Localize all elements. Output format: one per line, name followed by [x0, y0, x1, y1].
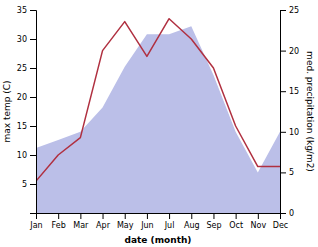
- tick: 5: [280, 168, 294, 177]
- tick-label: Mar: [73, 221, 89, 230]
- tick: Nov: [251, 213, 267, 230]
- tick: Jul: [164, 213, 175, 230]
- tick-label: Jan: [29, 221, 42, 230]
- tick-label: Aug: [184, 221, 200, 230]
- tick-label: 20: [17, 93, 27, 102]
- tick-label: 15: [17, 122, 27, 131]
- tick-label: 5: [22, 180, 27, 189]
- tick: Feb: [52, 213, 66, 230]
- tick-label: May: [117, 221, 134, 230]
- x-axis: Jan Feb Mar Apr May Jun Jul Aug Sep Oct Nov Dec: [29, 213, 288, 230]
- tick-label: 5: [289, 168, 294, 177]
- tick-mark: [213, 213, 214, 219]
- tick-mark: [103, 213, 104, 219]
- tick-mark: [30, 97, 36, 98]
- tick-label: 10: [17, 151, 27, 160]
- tick: 15: [280, 87, 299, 96]
- tick: 10: [17, 151, 36, 160]
- plot-area: Jan Feb Mar Apr May Jun Jul Aug Sep Oct Nov Dec 5 10 1…: [2, 6, 315, 245]
- axis-line: [30, 11, 37, 214]
- tick-mark: [30, 126, 36, 127]
- tick-label: 0: [289, 209, 294, 218]
- tick-label: 25: [289, 6, 299, 15]
- tick: Apr: [96, 213, 111, 230]
- tick-mark: [280, 172, 286, 173]
- tick: 0: [280, 209, 294, 218]
- axis-line: [281, 11, 287, 214]
- tick: Aug: [184, 213, 200, 230]
- y2-axis-title: med. precipitation (kg/m2): [305, 51, 315, 172]
- tick: Dec: [273, 213, 288, 230]
- tick: 25: [280, 6, 299, 15]
- y-axis-title: max temp (C): [2, 80, 12, 142]
- tick: 20: [280, 47, 299, 56]
- tick: 30: [17, 35, 36, 44]
- marks: [36, 19, 280, 213]
- tick: Mar: [73, 213, 89, 230]
- tick-label: 35: [17, 6, 27, 15]
- line: [36, 19, 280, 181]
- tick: 15: [17, 122, 36, 131]
- tick-label: Jun: [140, 221, 154, 230]
- tick-label: Sep: [206, 221, 221, 230]
- tick: Oct: [229, 213, 243, 230]
- tick-label: Jul: [164, 221, 175, 230]
- tick-mark: [30, 39, 36, 40]
- tick-mark: [30, 184, 36, 185]
- tick-mark: [30, 10, 36, 11]
- tick-mark: [280, 132, 286, 133]
- tick-mark: [30, 68, 36, 69]
- tick-label: Feb: [52, 221, 66, 230]
- area: [36, 26, 280, 213]
- tick-label: Nov: [251, 221, 267, 230]
- tick: 35: [17, 6, 36, 15]
- tick-label: 15: [289, 87, 299, 96]
- tick-label: Oct: [229, 221, 243, 230]
- chart: Jan Feb Mar Apr May Jun Jul Aug Sep Oct Nov Dec 5 10 1…: [0, 0, 318, 247]
- tick-mark: [280, 10, 286, 11]
- tick: Jun: [140, 213, 154, 230]
- tick-label: 10: [289, 128, 299, 137]
- tick-label: 20: [289, 47, 299, 56]
- tick-label: 25: [17, 64, 27, 73]
- tick-mark: [169, 213, 170, 219]
- y-axis: 5 10 15 20 25 30 35: [17, 6, 37, 213]
- x-axis-title: date (month): [125, 235, 192, 245]
- tick: 25: [17, 64, 36, 73]
- tick-mark: [125, 213, 126, 219]
- tick: 10: [280, 128, 299, 137]
- tick: May: [117, 213, 134, 230]
- tick-mark: [147, 213, 148, 219]
- tick-label: Apr: [96, 221, 111, 230]
- tick-mark: [280, 91, 286, 92]
- tick-label: 30: [17, 35, 27, 44]
- tick: Jan: [29, 213, 42, 230]
- tick-mark: [258, 213, 259, 219]
- tick-mark: [191, 213, 192, 219]
- tick-mark: [80, 213, 81, 219]
- tick-mark: [58, 213, 59, 219]
- tick: Sep: [206, 213, 221, 230]
- tick-label: Dec: [273, 221, 288, 230]
- tick: 5: [22, 180, 36, 189]
- axis-line: [37, 214, 281, 220]
- tick-mark: [236, 213, 237, 219]
- tick-mark: [280, 213, 286, 214]
- tick: 20: [17, 93, 36, 102]
- tick-mark: [280, 51, 286, 52]
- tick-mark: [30, 155, 36, 156]
- y2-axis: 0 5 10 15 20 25: [280, 6, 299, 218]
